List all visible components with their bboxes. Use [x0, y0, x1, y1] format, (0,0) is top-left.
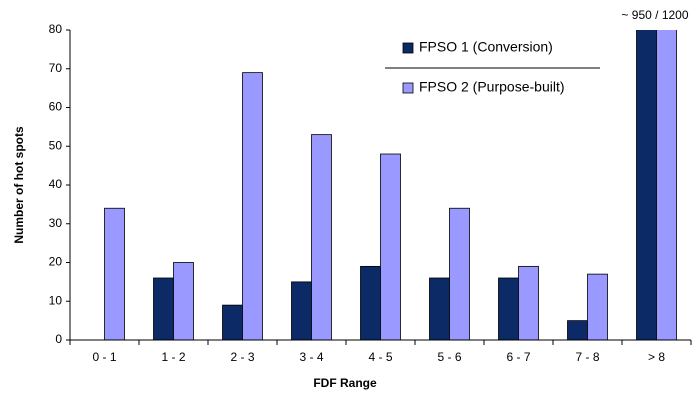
- y-tick-label: 40: [49, 177, 63, 191]
- x-tick-label: 6 - 7: [506, 350, 530, 364]
- bar: [360, 265, 381, 340]
- x-tick-label: 1 - 2: [161, 350, 185, 364]
- legend-box: [385, 30, 600, 108]
- y-tick-label: 50: [49, 138, 63, 152]
- bar: [656, 30, 677, 340]
- legend-swatch: [402, 82, 414, 94]
- bar: [104, 207, 125, 340]
- y-tick-label: 0: [55, 332, 62, 346]
- y-tick-label: 30: [49, 216, 63, 230]
- legend-swatch: [402, 42, 414, 54]
- bar: [311, 134, 332, 340]
- bar: [429, 277, 450, 340]
- x-tick-label: 0 - 1: [92, 350, 116, 364]
- bar: [449, 207, 470, 340]
- bar: [242, 72, 263, 340]
- bar: [173, 262, 194, 340]
- bar: [222, 304, 243, 340]
- x-tick-label: 3 - 4: [299, 350, 323, 364]
- x-tick-label: 7 - 8: [575, 350, 599, 364]
- bar: [291, 281, 312, 340]
- y-tick-label: 70: [49, 61, 63, 75]
- x-tick-label: 2 - 3: [230, 350, 254, 364]
- y-tick-label: 20: [49, 255, 63, 269]
- annotation: ~ 950 / 1200: [621, 8, 688, 22]
- legend-label: FPSO 2 (Purpose-built): [419, 79, 565, 95]
- bar: [498, 277, 519, 340]
- y-axis-title: Number of hot spots: [12, 126, 26, 244]
- legend-label: FPSO 1 (Conversion): [419, 39, 553, 55]
- bar: [587, 273, 608, 340]
- bar: [153, 277, 174, 340]
- x-tick-label: 5 - 6: [437, 350, 461, 364]
- bar: [518, 265, 539, 340]
- x-axis-title: FDF Range: [313, 376, 377, 390]
- bar: [380, 153, 401, 340]
- y-tick-label: 10: [49, 293, 63, 307]
- bar: [636, 30, 657, 340]
- plot-area: [104, 30, 677, 340]
- y-tick-label: 80: [49, 22, 63, 36]
- x-tick-label: > 8: [648, 350, 665, 364]
- bar: [567, 320, 588, 340]
- x-tick-label: 4 - 5: [368, 350, 392, 364]
- y-tick-label: 60: [49, 100, 63, 114]
